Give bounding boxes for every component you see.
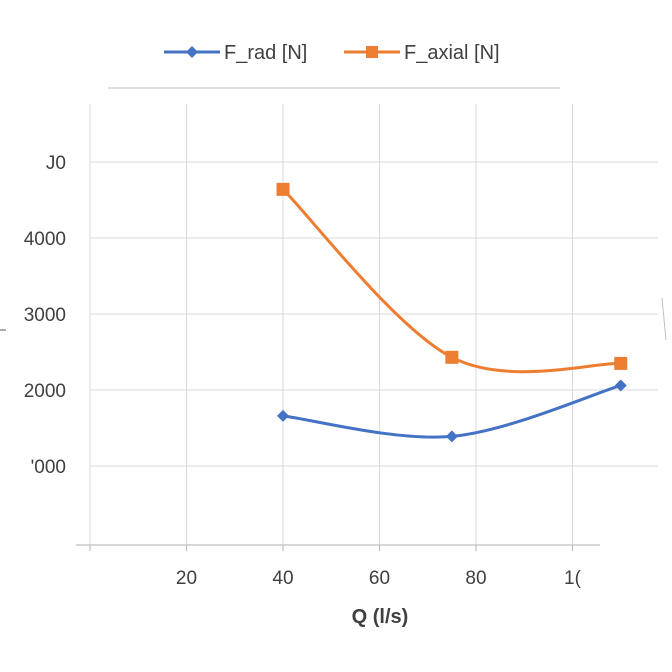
legend: F_rad [N] F_axial [N] [164, 42, 500, 64]
legend-marker-f-axial-n [366, 46, 378, 58]
series-line-f-axial-n [281, 187, 623, 374]
legend-label-f-rad-n: F_rad [N] [224, 42, 307, 64]
data-point-f-rad-n [277, 409, 289, 422]
y-tick-label: 2000 [24, 381, 66, 402]
y-tick-label: 3000 [24, 305, 66, 326]
y-tick-label: '000 [31, 457, 66, 478]
x-tick-label: 80 [465, 568, 486, 589]
data-point-f-axial-n [276, 182, 290, 196]
x-tick-label: 1( [564, 568, 582, 589]
x-tick-label: 40 [272, 568, 293, 589]
axes [0, 297, 667, 551]
y-tick-labels: '000 2000 3000 4000 J0 [24, 153, 66, 478]
series-line-f-rad-n [281, 383, 623, 439]
x-axis-title: Q (l/s) [352, 606, 409, 628]
y-tick-label: 4000 [24, 229, 66, 250]
y-tick-label: J0 [46, 153, 66, 174]
data-point-f-axial-n [445, 350, 459, 364]
legend-marker-f-rad-n [186, 46, 198, 58]
x-tick-labels: 20 40 60 80 1( [176, 568, 582, 589]
right-edge-mark [661, 297, 667, 341]
data-point-f-rad-n [614, 379, 627, 392]
data-point-f-axial-n [614, 356, 628, 370]
x-tick-label: 60 [369, 568, 390, 589]
x-tick-label: 20 [176, 568, 197, 589]
legend-label-f-axial-n: F_axial [N] [404, 42, 500, 64]
series-layer [276, 182, 628, 443]
grid [89, 87, 658, 545]
data-point-f-rad-n [445, 430, 458, 443]
